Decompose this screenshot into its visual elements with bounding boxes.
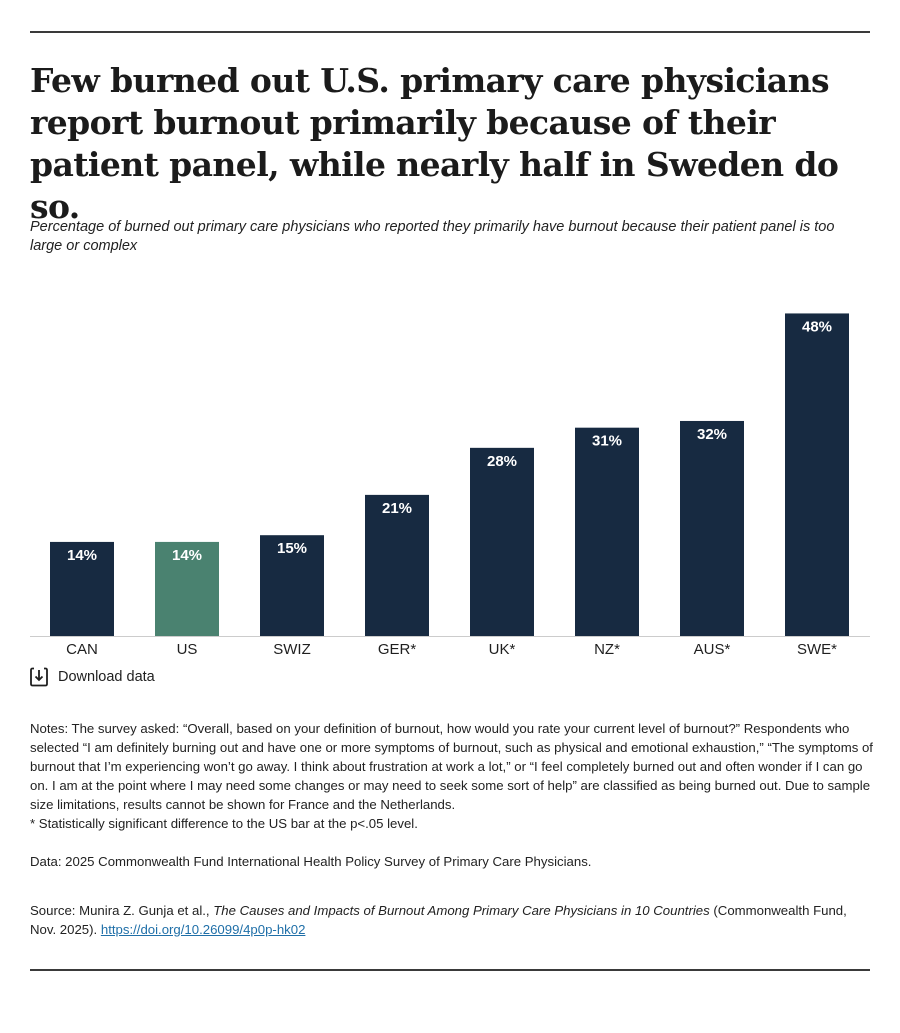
notes-text: Notes: The survey asked: “Overall, based…	[30, 721, 873, 812]
chart-subtitle: Percentage of burned out primary care ph…	[30, 219, 835, 254]
download-icon	[30, 667, 48, 687]
data-source: Data: 2025 Commonwealth Fund Internation…	[30, 854, 592, 869]
bar-value-label: 32%	[697, 426, 727, 443]
source-prefix: Source: Munira Z. Gunja et al.,	[30, 903, 214, 918]
download-data-button[interactable]: Download data	[30, 666, 155, 688]
bar-uk	[470, 447, 534, 636]
x-tick-label: US	[177, 641, 198, 658]
bar-ger	[365, 494, 429, 636]
x-tick-label: UK*	[489, 641, 516, 658]
source-suffix: (Commonwealth Fund, Nov. 2025).	[30, 903, 847, 937]
source-publication: The Causes and Impacts of Burnout Among …	[213, 903, 710, 918]
bar-us	[155, 541, 219, 636]
x-tick-label: CAN	[66, 641, 98, 658]
bottom-rule	[30, 969, 870, 971]
bar-value-label: 28%	[487, 453, 517, 470]
bar-value-label: 15%	[277, 540, 307, 557]
bar-aus	[680, 420, 744, 636]
bar-value-label: 14%	[67, 547, 97, 564]
bar-value-label: 31%	[592, 433, 622, 450]
x-tick-label: AUS*	[694, 641, 731, 658]
bar-value-label: 14%	[172, 547, 202, 564]
bar-can	[50, 541, 114, 636]
significance-note: * Statistically significant difference t…	[30, 816, 418, 831]
bar-swiz	[260, 535, 324, 636]
bar-chart: 14% CAN 14% US 15% SWIZ 21% GER* 28% UK* 31% NZ* 32%…	[0, 280, 900, 665]
notes-section: Notes: The survey asked: “Overall, based…	[30, 719, 875, 833]
bar-swe	[785, 313, 849, 636]
x-tick-label: SWE*	[797, 641, 837, 658]
x-tick-label: GER*	[378, 641, 417, 658]
top-rule	[30, 31, 870, 33]
source-citation: Source: Munira Z. Gunja et al., The Caus…	[30, 901, 875, 939]
bar-value-label: 48%	[802, 318, 832, 335]
bar-nz	[575, 427, 639, 636]
doi-link[interactable]: https://doi.org/10.26099/4p0p-hk02	[100, 922, 306, 937]
x-tick-label: SWIZ	[273, 641, 311, 658]
bar-value-label: 21%	[382, 500, 412, 517]
chart-title: Few burned out U.S. primary care physici…	[30, 61, 839, 226]
bar-chart-svg: 14% CAN 14% US 15% SWIZ 21% GER* 28% UK* 31% NZ* 32%…	[30, 313, 870, 658]
download-data-label: Download data	[58, 669, 155, 685]
x-tick-label: NZ*	[594, 641, 620, 658]
